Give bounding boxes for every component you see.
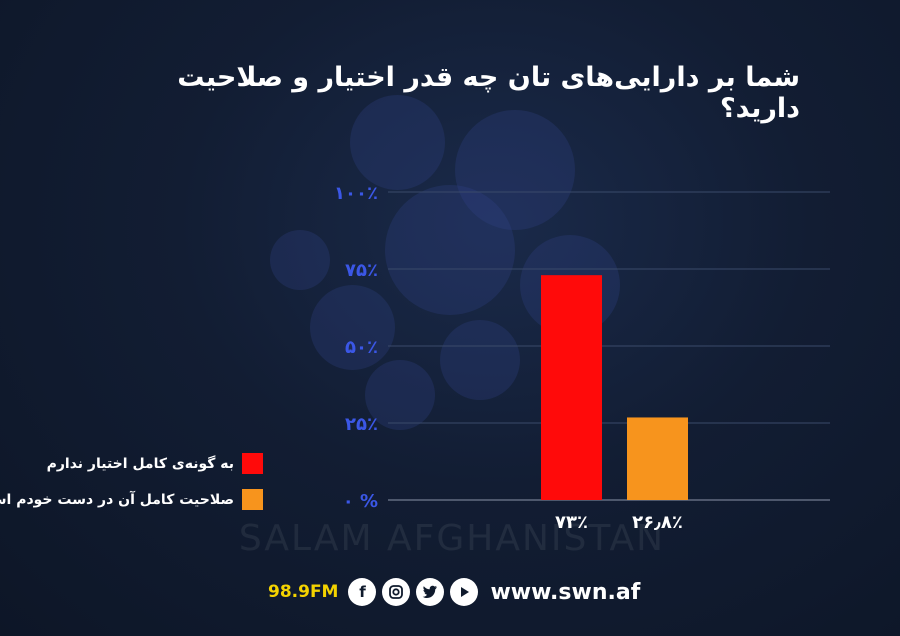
chart-title: شما بر دارایی‌های تان چه قدر اختیار و صل… <box>177 62 800 124</box>
decorative-bubble <box>270 230 330 290</box>
decorative-bubble <box>385 185 515 315</box>
legend-swatch-orange <box>242 489 263 510</box>
footer: 98.9FM f www.swn.af <box>268 578 640 606</box>
bar-1 <box>541 275 602 500</box>
legend-swatch-red <box>242 453 263 474</box>
radio-frequency: 98.9FM <box>268 582 339 602</box>
y-tick-label: ۱۰۰٪ <box>334 183 378 204</box>
website-link[interactable]: www.swn.af <box>490 579 641 605</box>
y-tick-label: ۰ % <box>343 491 378 512</box>
legend-label: به گونه‌ی کامل اختیار ندارم <box>46 455 234 472</box>
bar-value-label: ۷۳٪ <box>555 512 588 533</box>
y-tick-label: ۲۵٪ <box>345 414 378 435</box>
twitter-icon[interactable] <box>416 578 445 606</box>
facebook-icon[interactable]: f <box>348 578 377 606</box>
y-tick-label: ۷۵٪ <box>345 260 378 281</box>
watermark: SALAM AFGHANISTAN <box>238 518 666 559</box>
decorative-bubble <box>350 95 445 190</box>
legend-item-2: صلاحیت کامل آن در دست خودم است <box>0 489 263 510</box>
instagram-icon[interactable] <box>382 578 411 606</box>
decorative-bubble <box>455 110 575 230</box>
bar-value-label: ۲۶٫۸٪ <box>632 512 683 533</box>
decorative-bubble <box>310 285 395 370</box>
legend-item-1: به گونه‌ی کامل اختیار ندارم <box>47 453 263 474</box>
y-tick-label: ۵۰٪ <box>345 337 378 358</box>
decorative-bubble <box>440 320 520 400</box>
youtube-icon[interactable] <box>450 578 479 606</box>
legend-label: صلاحیت کامل آن در دست خودم است <box>0 491 234 508</box>
bar-2 <box>627 417 688 500</box>
decorative-bubble <box>365 360 435 430</box>
